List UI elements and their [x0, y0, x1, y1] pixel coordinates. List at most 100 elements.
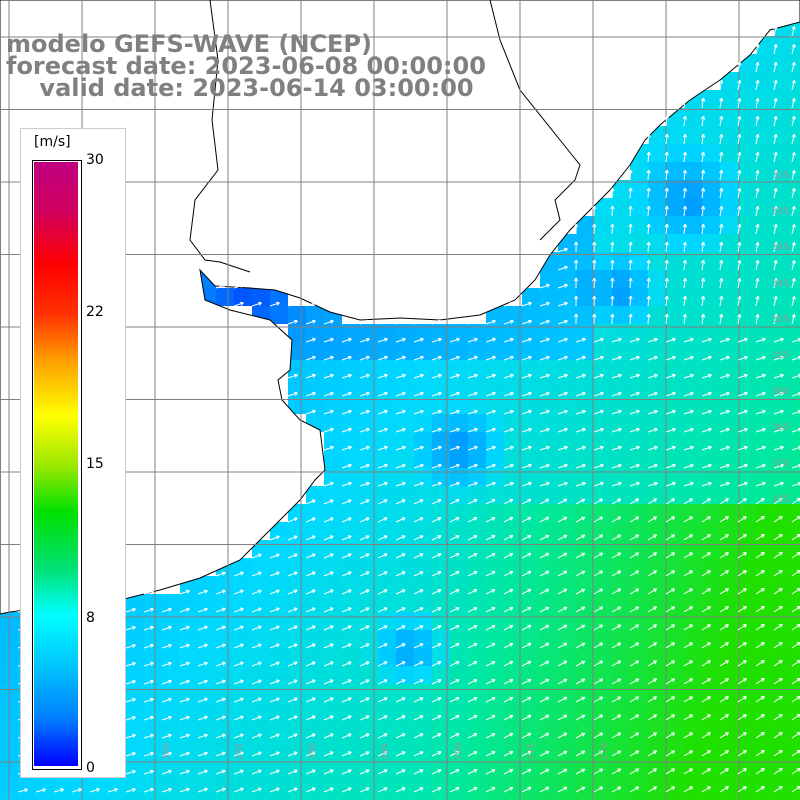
wind-arrow — [323, 319, 334, 325]
wind-arrow — [485, 606, 496, 613]
field-cell — [234, 288, 252, 306]
field-cell — [684, 666, 702, 684]
wind-arrow — [646, 241, 651, 253]
wind-arrow — [395, 625, 406, 631]
wind-arrow — [413, 697, 424, 703]
wind-arrow — [449, 750, 460, 757]
wind-arrow — [341, 643, 352, 649]
wind-arrow — [719, 391, 730, 397]
wind-arrow — [341, 463, 352, 469]
wind-arrow — [359, 571, 370, 577]
field-cell — [198, 702, 216, 720]
field-cell — [720, 360, 738, 378]
field-cell — [738, 720, 756, 738]
wind-arrow — [701, 534, 711, 541]
field-cell — [594, 306, 612, 324]
field-cell — [162, 756, 180, 774]
field-cell — [702, 216, 720, 234]
land-mask — [0, 0, 800, 615]
wind-arrow — [503, 714, 514, 721]
field-cell — [666, 144, 684, 162]
wind-arrow — [323, 553, 334, 559]
field-cell — [720, 288, 738, 306]
field-cell — [684, 504, 702, 522]
field-cell — [378, 342, 396, 360]
field-cell — [414, 486, 432, 504]
field-cell — [576, 324, 594, 342]
field-cell — [720, 180, 738, 198]
field-cell — [558, 540, 576, 558]
wind-arrow — [755, 391, 766, 397]
field-cell — [144, 738, 162, 756]
field-cell — [324, 450, 342, 468]
wind-arrow — [773, 277, 778, 289]
wind-arrow — [377, 571, 388, 577]
field-cell — [540, 288, 558, 306]
field-cell — [432, 342, 450, 360]
wind-arrow — [449, 606, 460, 613]
field-cell — [504, 612, 522, 630]
field-cell — [144, 756, 162, 774]
field-cell — [684, 522, 702, 540]
wind-arrow — [233, 751, 244, 757]
wind-arrow — [377, 733, 388, 739]
wind-arrow — [610, 259, 615, 271]
field-cell — [540, 540, 558, 558]
wind-arrow — [737, 427, 748, 433]
wind-arrow — [628, 187, 633, 199]
field-cell — [522, 684, 540, 702]
wind-arrow — [665, 588, 676, 595]
wind-arrow — [773, 427, 784, 433]
wind-arrow — [611, 534, 622, 541]
wind-arrow — [503, 732, 514, 739]
field-cell — [738, 378, 756, 396]
field-cell — [396, 774, 414, 792]
wind-arrow — [377, 625, 388, 631]
wind-arrow — [755, 498, 765, 505]
field-cell — [342, 648, 360, 666]
field-cell — [648, 702, 666, 720]
field-cell — [702, 486, 720, 504]
wind-arrow — [700, 295, 706, 307]
wind-arrow — [503, 786, 514, 793]
field-cell — [738, 90, 756, 108]
wind-arrow — [647, 588, 658, 595]
field-cell — [630, 198, 648, 216]
wind-arrow — [431, 751, 442, 757]
lon-label: 270 — [600, 743, 610, 760]
field-cell — [702, 540, 720, 558]
wind-arrow — [503, 624, 514, 631]
field-cell — [684, 594, 702, 612]
lon-label: 290 — [308, 743, 318, 760]
field-cell — [360, 612, 378, 630]
wind-arrow — [341, 373, 352, 379]
wind-arrow — [323, 409, 334, 415]
wind-arrow — [539, 373, 550, 379]
field-cell — [126, 630, 144, 648]
field-cell — [360, 666, 378, 684]
field-cell — [324, 540, 342, 558]
field-cell — [738, 198, 756, 216]
field-cell — [162, 594, 180, 612]
field-cell — [378, 450, 396, 468]
wind-arrow — [197, 589, 208, 595]
wind-arrow — [143, 769, 154, 775]
field-cell — [306, 558, 324, 576]
wind-arrow — [701, 642, 711, 649]
wind-arrow — [467, 319, 478, 325]
field-cell — [684, 612, 702, 630]
wind-arrow — [449, 355, 460, 361]
wind-arrow — [431, 427, 442, 433]
field-cell — [558, 576, 576, 594]
wind-arrow — [467, 696, 478, 703]
wind-arrow — [413, 589, 424, 595]
field-cell — [270, 648, 288, 666]
wind-arrow — [341, 625, 352, 631]
wind-arrow — [629, 534, 640, 541]
field-cell — [486, 486, 504, 504]
wind-arrow — [557, 786, 568, 793]
wind-arrow — [431, 355, 442, 361]
wind-arrow — [467, 786, 478, 793]
field-cell — [684, 414, 702, 432]
lat-label: 370 — [772, 459, 789, 469]
